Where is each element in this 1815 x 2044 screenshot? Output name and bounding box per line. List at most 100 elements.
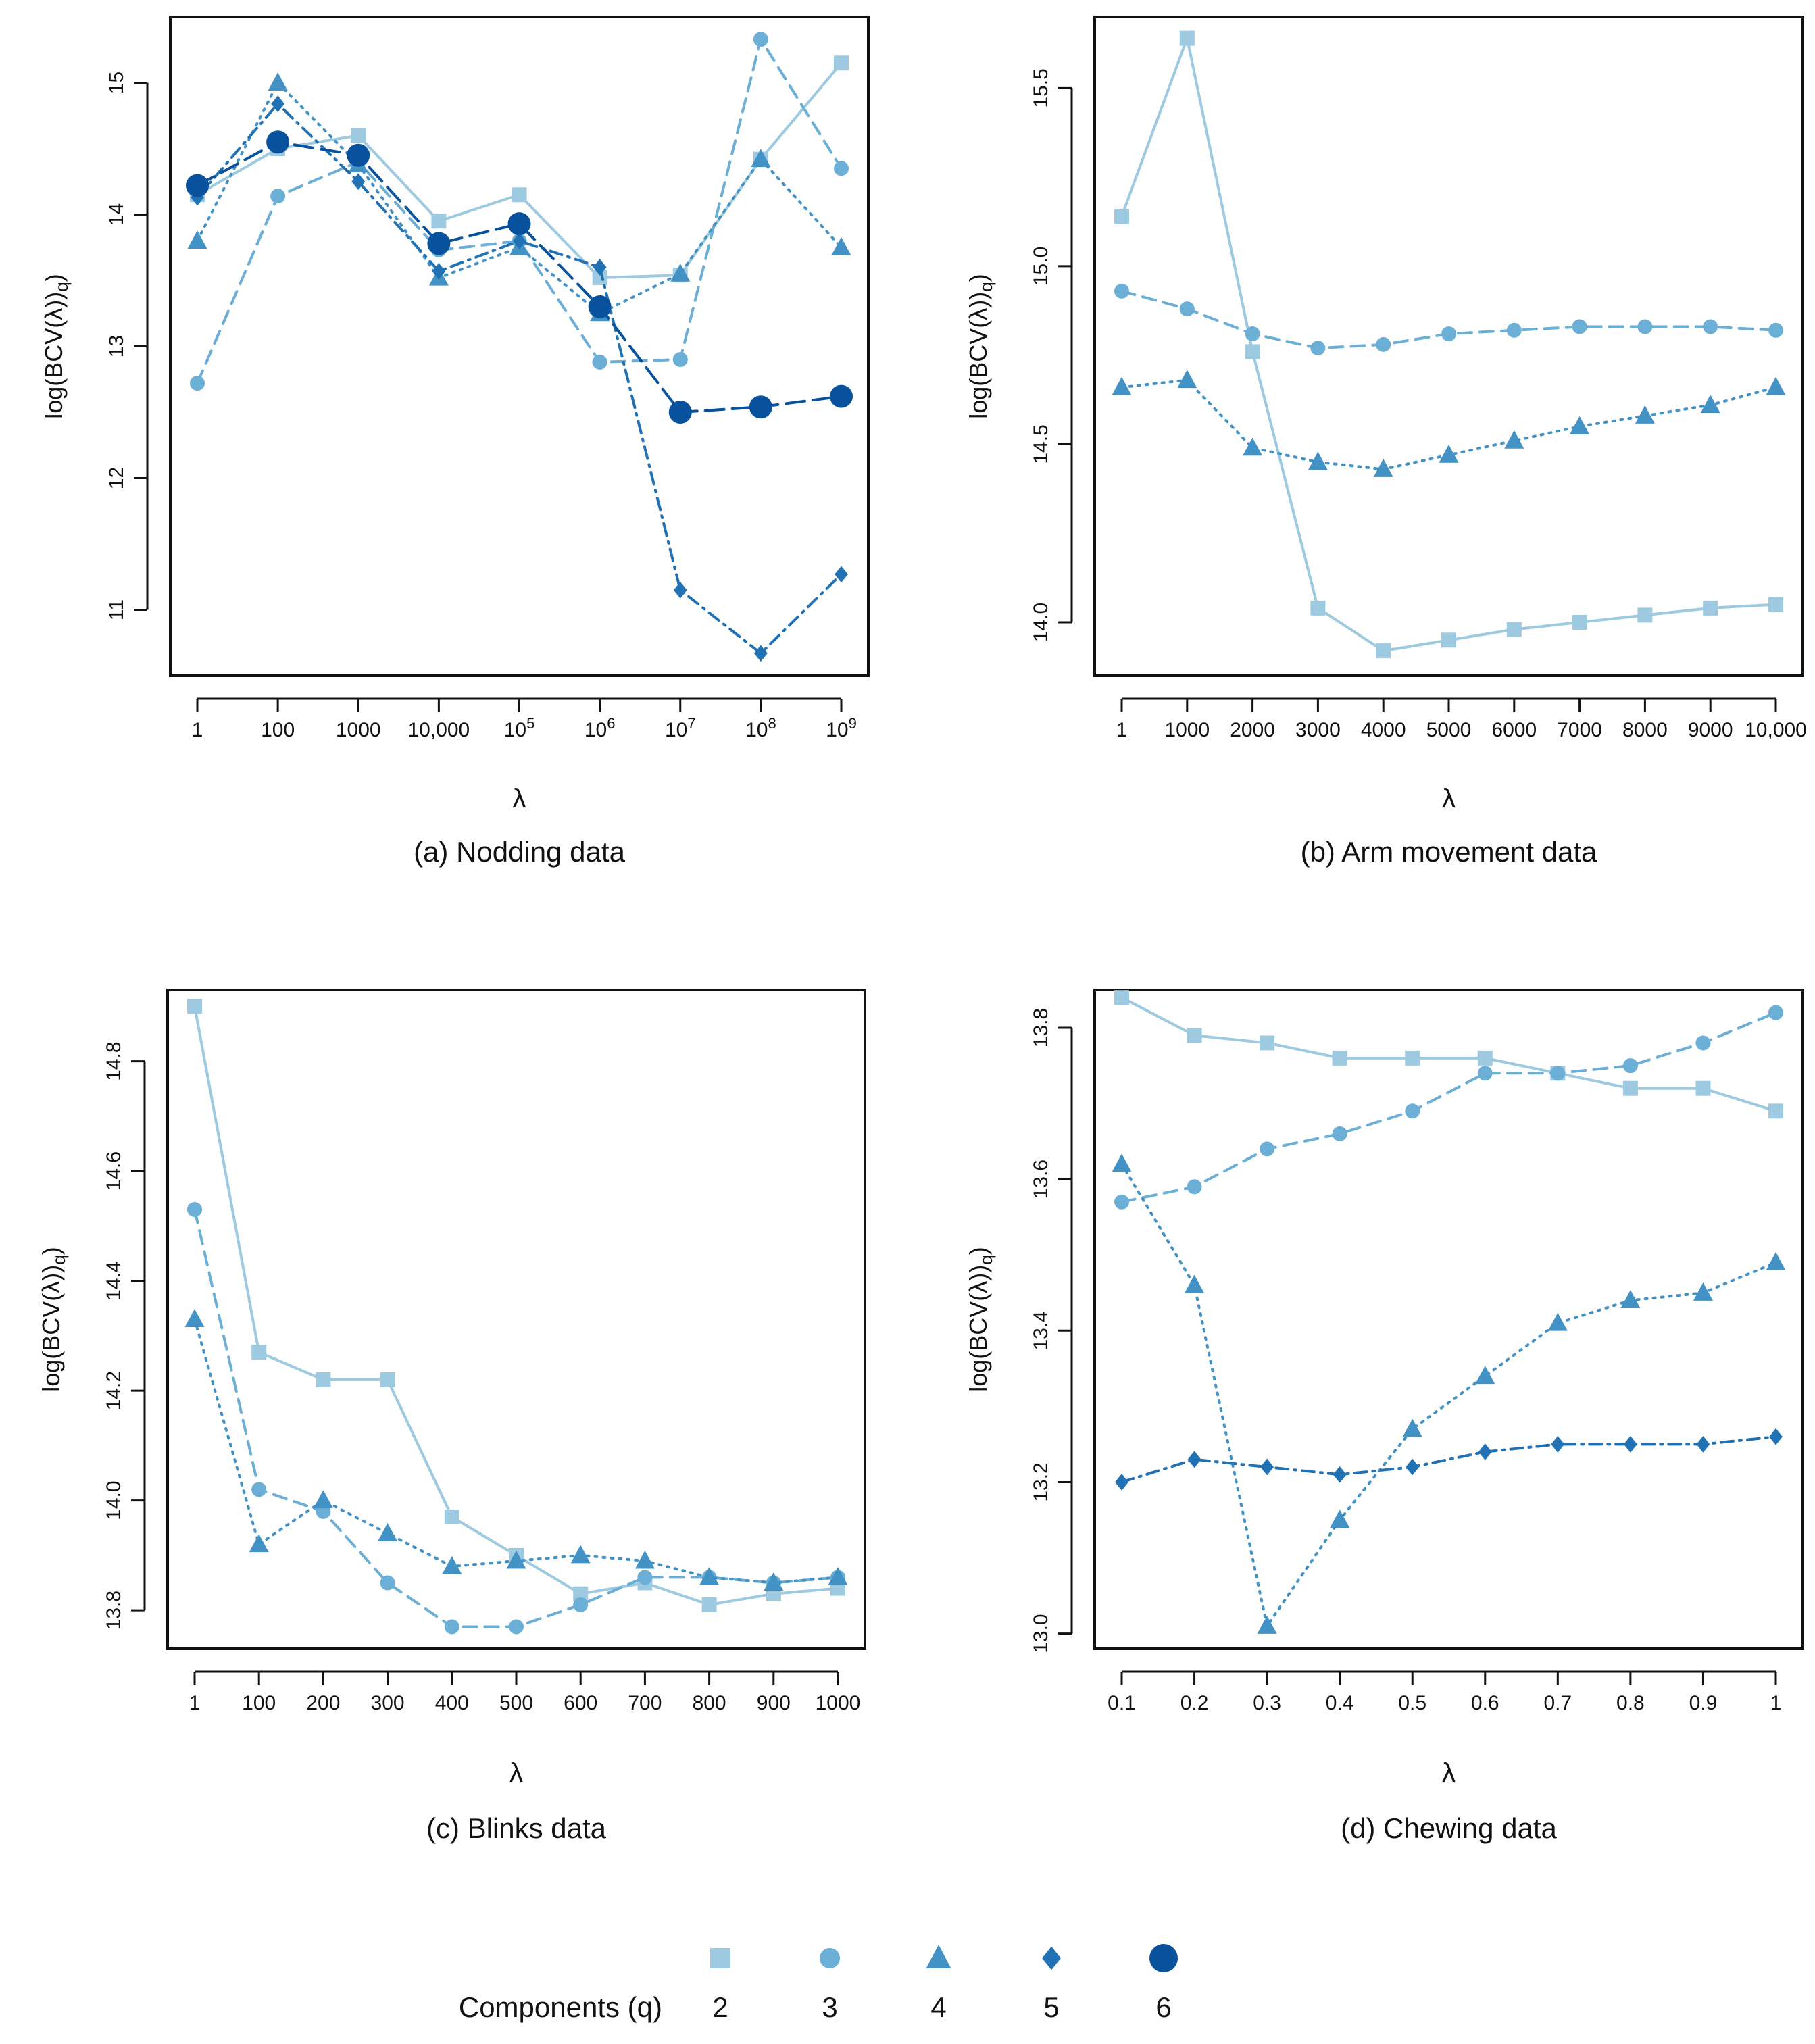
data-point-q2 [351,128,366,143]
data-point-q5 [1333,1466,1347,1483]
data-point-q4 [1635,405,1655,424]
plot-frame [1093,16,1804,677]
series-line-q3 [1120,1011,1777,1203]
data-point-q2 [1405,1050,1420,1066]
data-point-q3 [1114,283,1129,299]
data-point-q5 [1551,1436,1565,1453]
y-axis-title: log(BCV(λ))q) [964,1247,996,1392]
panel-caption: (d) Chewing data [1341,1812,1557,1844]
data-point-q2 [701,1597,717,1612]
x-tick-label: 1 [192,719,203,741]
data-point-q2 [1179,30,1195,46]
data-point-q5 [271,95,285,113]
y-tick-label: 15.5 [1030,68,1052,107]
data-point-q3 [187,1202,202,1217]
data-point-q5 [1187,1451,1201,1468]
data-point-q2 [1622,1080,1638,1096]
y-tick-label: 13.8 [1030,1008,1052,1047]
data-point-q3 [1506,322,1522,338]
series-line-q4 [196,81,843,315]
data-point-q6 [507,212,531,236]
y-tick-label: 14.0 [1030,603,1052,642]
y-tick-label: 14 [105,203,128,226]
y-tick-label: 13.0 [1030,1614,1052,1653]
legend-marker-q3 [820,1948,840,1968]
data-point-q4 [1185,1274,1205,1293]
x-axis-title: λ [1442,1758,1456,1788]
legend-marker-q6 [1149,1944,1178,1972]
data-point-q4 [1243,437,1263,456]
data-point-q2 [1114,990,1129,1005]
data-point-q4 [635,1550,655,1569]
data-point-q2 [380,1372,395,1387]
series-q4 [1112,1153,1786,1634]
x-tick-label: 107 [665,715,696,741]
data-point-q5 [1115,1474,1128,1491]
x-tick-label: 8000 [1622,719,1668,741]
x-tick-label: 6000 [1491,719,1537,741]
x-tick-label: 100 [261,719,295,741]
x-tick-label: 0.2 [1180,1692,1209,1714]
y-axis-title: log(BCV(λ))q) [964,274,996,419]
x-axis-title: λ [513,784,526,814]
data-point-q6 [347,143,370,167]
data-point-q2 [1114,209,1129,224]
data-point-q2 [187,999,202,1014]
data-point-q4 [1570,416,1590,434]
data-point-q3 [1550,1066,1566,1081]
data-point-q4 [1700,395,1720,414]
data-point-q2 [1506,622,1522,637]
y-axis-title: log(BCV(λ))q) [37,1247,69,1392]
y-tick-label: 12 [105,467,128,489]
data-point-q4 [187,230,207,249]
data-point-q3 [573,1597,589,1612]
data-point-q5 [351,173,366,191]
data-point-q4 [764,1572,784,1591]
series-line-q4 [193,1318,839,1585]
x-tick-label: 0.5 [1398,1692,1426,1714]
legend-marker-q5 [1042,1946,1061,1970]
data-point-q3 [1572,319,1587,334]
legend-entry-q5: 5 [1042,1946,1061,2023]
data-point-q5 [1769,1428,1783,1445]
series-line-q2 [1120,36,1777,653]
data-point-q4 [1373,458,1393,477]
legend-entry-q6: 6 [1149,1944,1178,2023]
x-axis-title: λ [1442,784,1456,814]
x-tick-label: 4000 [1361,719,1406,741]
data-point-q2 [1310,600,1326,616]
y-tick-label: 13.8 [103,1591,125,1630]
x-tick-label: 1000 [816,1692,861,1714]
data-point-q4 [506,1550,526,1569]
legend-label-q2: 2 [712,1991,728,2023]
series-q3 [187,1202,845,1635]
data-point-q3 [592,354,607,370]
data-point-q4 [570,1545,591,1564]
x-axis-title: λ [509,1758,523,1788]
data-point-q3 [509,1619,524,1635]
data-point-q3 [270,189,286,204]
legend-label-q6: 6 [1155,1991,1171,2023]
y-tick-label: 14.8 [103,1041,125,1080]
y-tick-label: 13.2 [1030,1462,1052,1501]
series-q5 [191,95,848,662]
data-point-q4 [1693,1282,1713,1301]
y-tick-label: 14.2 [103,1371,125,1410]
data-point-q2 [512,187,527,203]
x-tick-label: 10,000 [407,719,470,741]
data-point-q3 [1703,319,1718,334]
data-point-q3 [1441,326,1456,342]
x-tick-label: 1000 [336,719,381,741]
data-point-q2 [1187,1028,1202,1043]
series-q6 [186,130,853,424]
series-line-q2 [193,1005,839,1606]
series-line-q3 [196,38,843,385]
x-tick-label: 2000 [1230,719,1275,741]
data-point-q3 [1376,336,1391,352]
series-q3 [190,32,849,391]
data-point-q4 [1547,1312,1568,1331]
data-point-q2 [1572,614,1587,630]
x-tick-label: 200 [306,1692,340,1714]
x-tick-label: 10,000 [1745,719,1807,741]
y-tick-label: 15.0 [1030,247,1052,286]
